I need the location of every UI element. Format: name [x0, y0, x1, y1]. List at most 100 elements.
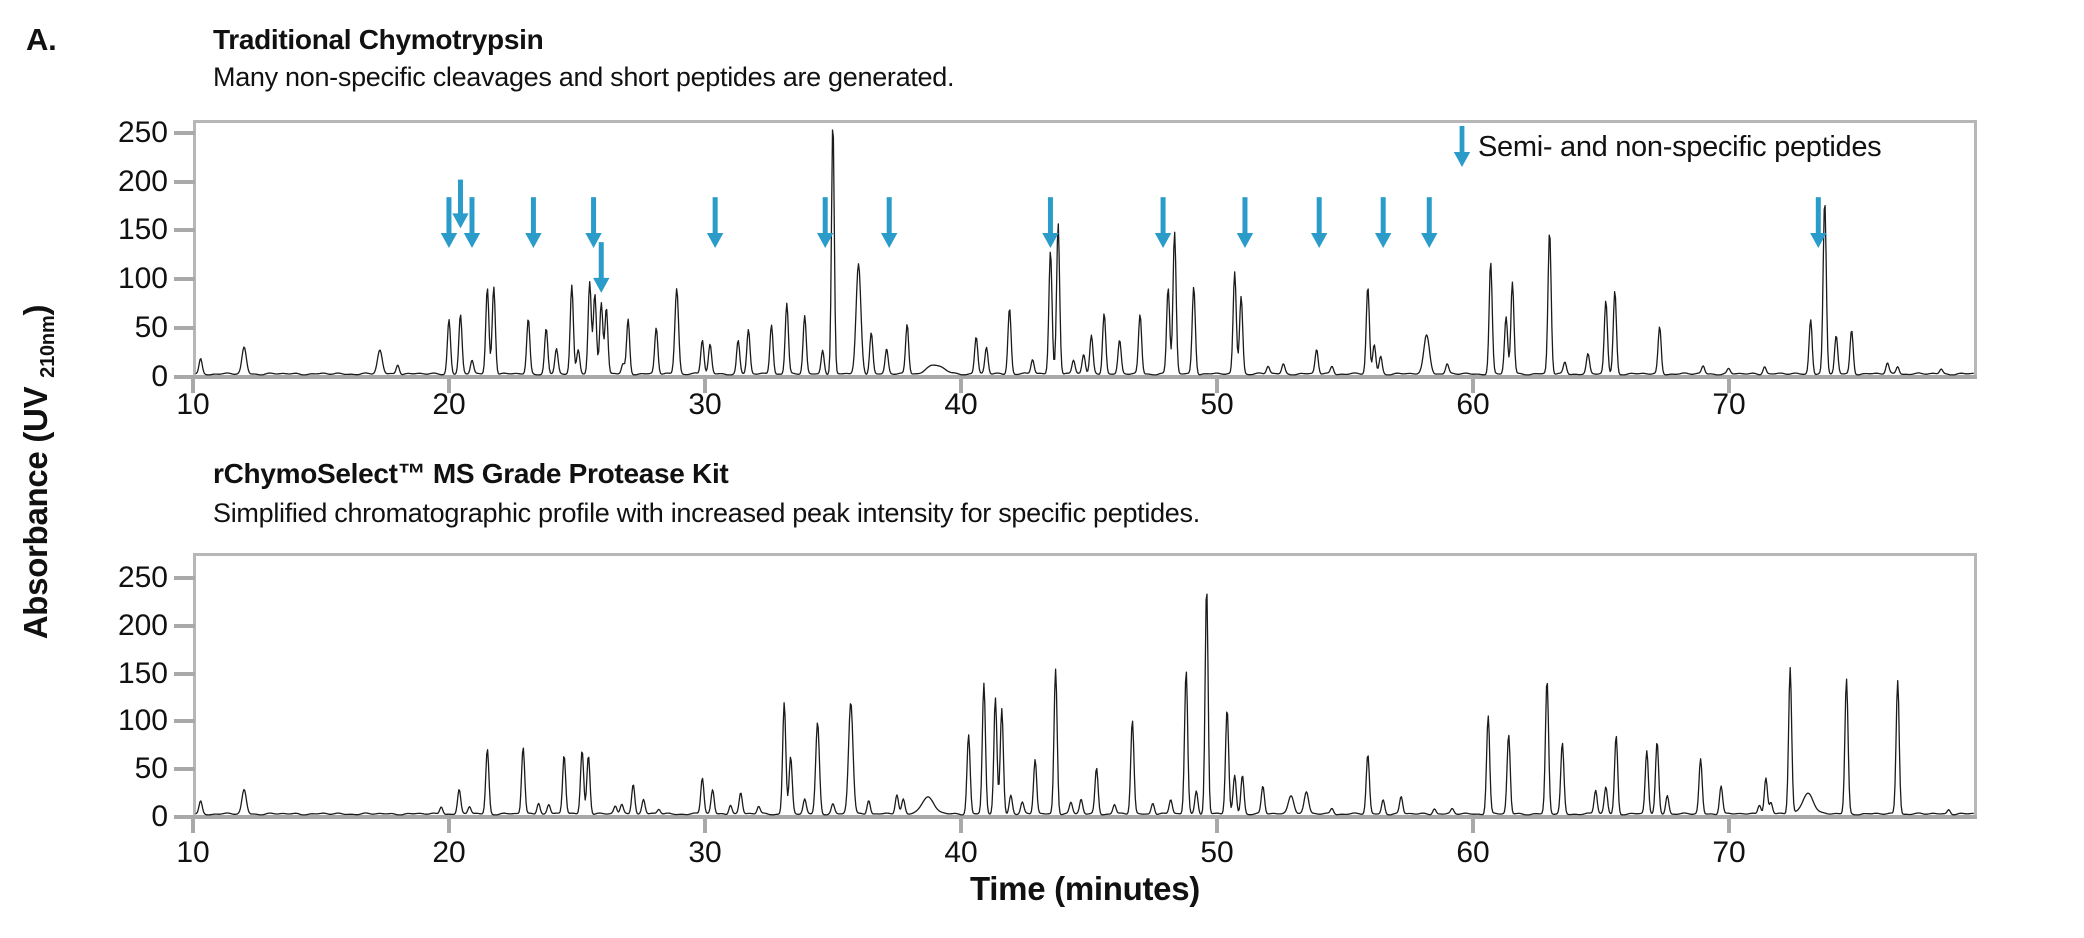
y-tick-label: 200 — [117, 609, 168, 642]
chart2-title: rChymoSelect™ MS Grade Protease Kit — [213, 458, 729, 489]
y-axis-title-main: Absorbance (UV — [17, 386, 54, 640]
x-tick-label: 40 — [944, 388, 978, 421]
chart2-subtitle: Simplified chromatographic profile with … — [213, 498, 1200, 528]
y-tick-mark — [174, 131, 195, 135]
down-arrow-icon — [440, 232, 458, 248]
panel-label: A. — [26, 22, 57, 57]
y-tick-mark — [174, 228, 195, 232]
plot-border — [193, 120, 1977, 379]
plot-border — [193, 553, 1977, 819]
y-tick-label: 0 — [151, 360, 168, 393]
legend-label: Semi- and non-specific peptides — [1478, 130, 1882, 163]
x-tick-label: 10 — [176, 836, 210, 869]
y-tick-mark — [174, 375, 195, 379]
x-tick-label: 70 — [1712, 388, 1746, 421]
y-tick-label: 0 — [151, 800, 168, 833]
x-tick-mark — [1471, 819, 1475, 833]
y-tick-label: 250 — [117, 561, 168, 594]
x-tick-label: 10 — [176, 388, 210, 421]
down-arrow-icon — [1380, 197, 1386, 234]
down-arrow-icon — [1810, 232, 1827, 248]
x-tick-mark — [703, 819, 707, 833]
down-arrow-icon — [706, 232, 724, 248]
down-arrow-icon — [1374, 232, 1392, 248]
y-tick-mark — [174, 767, 195, 771]
x-tick-mark — [1727, 379, 1731, 393]
down-arrow-icon — [1815, 197, 1821, 234]
chart1-title: Traditional Chymotrypsin — [213, 24, 544, 55]
y-tick-label: 50 — [134, 752, 168, 785]
x-tick-label: 60 — [1456, 388, 1490, 421]
x-tick-mark — [703, 379, 707, 393]
x-tick-label: 20 — [432, 836, 466, 869]
y-tick-mark — [174, 672, 195, 676]
down-arrow-icon — [1242, 197, 1248, 234]
down-arrow-icon — [585, 232, 602, 248]
y-tick-label: 100 — [117, 704, 168, 737]
y-tick-mark — [174, 326, 195, 330]
down-arrow-icon — [886, 197, 892, 234]
down-arrow-icon — [880, 232, 898, 248]
chromatogram-trace — [195, 129, 1974, 376]
chart1-subtitle: Many non-specific cleavages and short pe… — [213, 62, 955, 92]
down-arrow-icon — [1160, 197, 1166, 234]
down-arrow-icon — [593, 277, 610, 293]
x-tick-mark — [447, 379, 451, 393]
x-tick-mark — [1215, 819, 1219, 833]
down-arrow-icon — [525, 232, 542, 248]
y-axis-title-subscript: 210nm — [37, 315, 59, 378]
down-arrow-icon — [1310, 232, 1328, 248]
y-tick-mark — [174, 624, 195, 628]
chart2-plot-area — [193, 553, 1977, 819]
y-tick-label: 150 — [117, 213, 168, 246]
down-arrow-icon — [457, 179, 463, 215]
x-tick-label: 70 — [1712, 836, 1746, 869]
x-tick-label: 20 — [432, 388, 466, 421]
y-tick-mark — [174, 815, 195, 819]
x-tick-label: 40 — [944, 836, 978, 869]
down-arrow-icon — [1042, 232, 1059, 248]
down-arrow-icon — [1453, 126, 1471, 167]
y-tick-label: 50 — [134, 311, 168, 344]
y-tick-label: 250 — [117, 116, 168, 149]
chromatogram-trace — [195, 593, 1974, 816]
down-arrow-icon — [712, 197, 718, 234]
down-arrow-icon — [530, 197, 536, 234]
down-arrow-icon — [598, 242, 604, 279]
y-tick-mark — [174, 719, 195, 723]
down-arrow-icon — [822, 197, 828, 234]
down-arrow-icon — [1047, 197, 1053, 234]
y-axis-title-close: ) — [17, 304, 54, 316]
x-tick-mark — [1215, 379, 1219, 393]
y-tick-mark — [174, 180, 195, 184]
x-tick-mark — [191, 819, 195, 833]
down-arrow-icon — [591, 197, 597, 234]
x-tick-label: 30 — [688, 836, 722, 869]
chart1-plot-area — [193, 120, 1977, 379]
x-tick-mark — [1471, 379, 1475, 393]
down-arrow-icon — [463, 232, 481, 248]
down-arrow-icon — [817, 232, 834, 248]
x-tick-label: 50 — [1200, 836, 1234, 869]
x-tick-mark — [447, 819, 451, 833]
down-arrow-icon — [1316, 197, 1322, 234]
y-tick-label: 100 — [117, 262, 168, 295]
y-tick-label: 200 — [117, 165, 168, 198]
cleavage-arrows — [440, 179, 1827, 293]
x-tick-mark — [191, 379, 195, 393]
x-tick-mark — [959, 379, 963, 393]
down-arrow-icon — [452, 213, 469, 229]
x-axis-title: Time (minutes) — [970, 870, 1200, 907]
down-arrow-icon — [446, 197, 452, 234]
chart1-legend: Semi- and non-specific peptides — [1453, 126, 1882, 168]
y-tick-mark — [174, 277, 195, 281]
y-tick-mark — [174, 576, 195, 580]
down-arrow-icon — [1236, 232, 1254, 248]
x-tick-label: 60 — [1456, 836, 1490, 869]
x-tick-mark — [959, 819, 963, 833]
y-axis-title: Absorbance (UV 210nm) — [17, 304, 59, 640]
down-arrow-icon — [1421, 232, 1438, 248]
x-tick-label: 30 — [688, 388, 722, 421]
y-tick-label: 150 — [117, 657, 168, 690]
